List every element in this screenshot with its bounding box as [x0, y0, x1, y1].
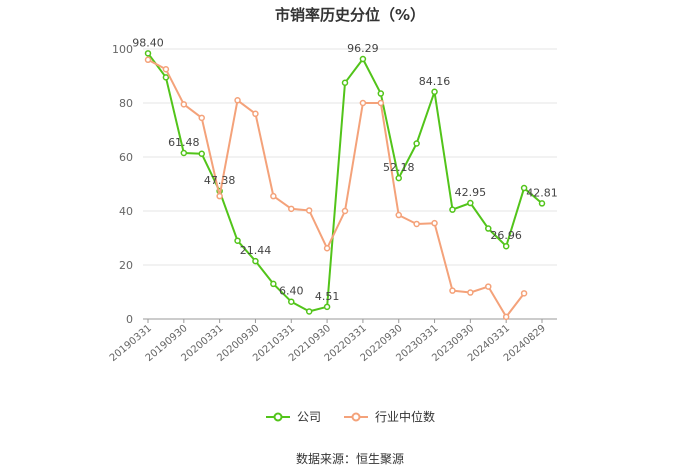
series-1-point-6 — [252, 110, 259, 118]
series-0-point-12 — [359, 55, 367, 63]
data-label-10: 4.51 — [315, 290, 340, 303]
series-1-point-11 — [341, 207, 349, 215]
series-0-point-22 — [538, 200, 546, 207]
legend-label-industry: 行业中位数 — [375, 410, 436, 424]
series-0-point-3 — [198, 150, 205, 158]
series-1-point-14 — [395, 211, 402, 219]
data-label-18: 42.95 — [455, 186, 487, 199]
series-0-point-17 — [449, 206, 456, 213]
series-1-point-17 — [449, 287, 456, 294]
data-label-8: 6.40 — [279, 285, 304, 298]
data-label-0: 98.40 — [132, 36, 164, 49]
legend-swatch-industry-icon — [344, 412, 368, 421]
series-1-point-21 — [520, 290, 528, 297]
series-0-point-5 — [234, 237, 241, 244]
series-0-point-6 — [252, 257, 259, 265]
y-tick-label-100: 100 — [112, 43, 133, 56]
series-0-point-18 — [467, 199, 474, 207]
series-0 — [144, 50, 546, 315]
data-label-6: 21.44 — [240, 244, 272, 257]
series-0-point-20 — [502, 242, 510, 250]
legend-label-company: 公司 — [296, 410, 321, 424]
series-1-point-19 — [485, 283, 492, 290]
series-0-point-9 — [305, 308, 313, 315]
series-1-point-4 — [216, 192, 223, 200]
series-1-point-7 — [270, 192, 277, 200]
series-0-point-1 — [162, 74, 170, 81]
series-1-point-13 — [377, 99, 385, 107]
series-0-point-15 — [413, 140, 420, 147]
series-1 — [144, 56, 528, 321]
y-tick-label-40: 40 — [119, 205, 133, 218]
series-0-point-16 — [431, 88, 438, 96]
series-1-point-2 — [180, 101, 188, 108]
data-label-22: 42.81 — [526, 186, 558, 199]
series-line-1 — [147, 58, 525, 318]
chart-title: 市销率历史分位（%） — [274, 6, 426, 24]
series-1-point-3 — [198, 114, 205, 122]
series-1-point-10 — [323, 245, 331, 252]
series-1-point-15 — [413, 220, 420, 228]
series-0-point-14 — [395, 174, 402, 182]
series-1-point-18 — [467, 289, 474, 296]
series-0-point-10 — [323, 303, 331, 311]
legend-item-company[interactable]: 公司 — [265, 408, 321, 425]
data-label-16: 84.16 — [419, 75, 451, 88]
y-tick-label-0: 0 — [126, 313, 133, 326]
series-1-point-0 — [144, 56, 152, 64]
y-tick-label-80: 80 — [119, 97, 133, 110]
legend: 公司 行业中位数 — [0, 408, 700, 425]
series-0-point-11 — [341, 79, 349, 86]
y-tick-label-60: 60 — [119, 151, 133, 164]
data-label-20: 26.96 — [490, 229, 522, 242]
data-label-14: 52.18 — [383, 161, 415, 174]
series-0-point-2 — [180, 149, 188, 157]
data-label-4: 47.38 — [204, 174, 236, 187]
legend-swatch-company-icon — [265, 412, 290, 421]
series-0-point-7 — [270, 280, 277, 288]
series-1-point-5 — [234, 97, 241, 104]
series-0-point-21 — [520, 184, 528, 192]
legend-item-industry[interactable]: 行业中位数 — [343, 408, 435, 425]
series-0-point-8 — [288, 298, 295, 305]
series-0-point-19 — [485, 225, 492, 232]
series-0-point-0 — [144, 50, 152, 57]
grid-lines — [143, 48, 557, 320]
data-label-12: 96.29 — [347, 42, 379, 55]
series-0-point-13 — [377, 90, 385, 97]
series-1-point-12 — [359, 99, 367, 107]
series-1-point-1 — [162, 66, 170, 73]
y-tick-label-20: 20 — [119, 259, 133, 272]
data-label-2: 61.48 — [168, 136, 200, 149]
series-1-point-9 — [305, 207, 313, 214]
series-1-point-8 — [288, 205, 295, 213]
source-note: 数据来源：恒生聚源 — [295, 452, 404, 466]
series-1-point-20 — [502, 313, 510, 321]
series-1-point-16 — [431, 219, 438, 227]
